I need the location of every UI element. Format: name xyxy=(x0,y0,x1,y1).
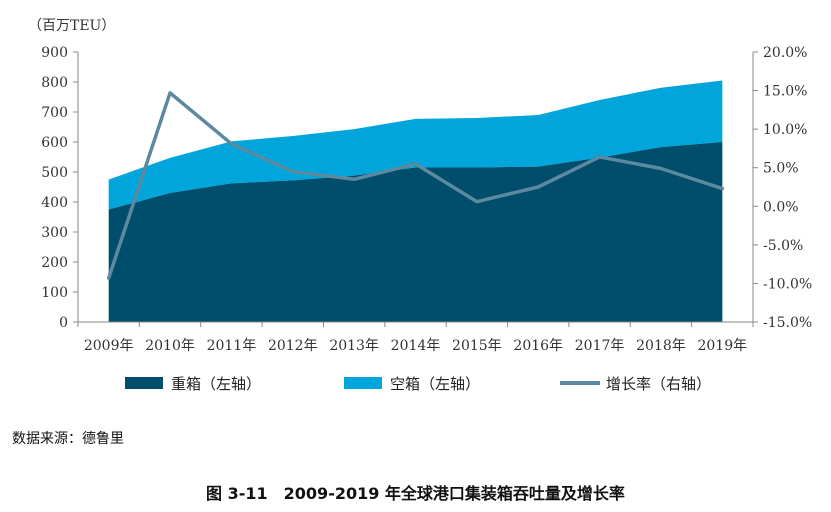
line-layer xyxy=(106,91,725,280)
area-layer xyxy=(108,80,723,322)
left-tick-label: 300 xyxy=(41,225,68,241)
right-tick-label: 5.0% xyxy=(763,161,799,177)
growth-rate-point xyxy=(107,276,111,280)
growth-rate-point xyxy=(659,166,663,170)
legend: 重箱（左轴） 空箱（左轴） 增长率（右轴） xyxy=(125,375,711,393)
right-tick-label: 0.0% xyxy=(763,199,799,215)
left-tick-label: 100 xyxy=(41,285,68,301)
growth-rate-point xyxy=(291,170,295,174)
legend-swatch-full xyxy=(125,377,163,389)
growth-rate-point xyxy=(475,200,479,204)
legend-label: 重箱（左轴） xyxy=(171,375,261,393)
growth-rate-point xyxy=(720,187,724,191)
left-tick-label: 0 xyxy=(59,315,68,331)
x-tick-label: 2015年 xyxy=(452,338,502,354)
right-tick-label: 15.0% xyxy=(763,84,807,100)
x-tick-label: 2018年 xyxy=(636,338,686,354)
left-tick-label: 800 xyxy=(41,75,68,91)
growth-rate-point xyxy=(352,177,356,181)
growth-rate-point xyxy=(229,142,233,146)
x-tick-label: 2009年 xyxy=(84,338,134,354)
growth-rate-point xyxy=(536,185,540,189)
legend-label: 增长率（右轴） xyxy=(606,375,711,393)
right-tick-label: 20.0% xyxy=(763,45,807,61)
source-note: 数据来源：德鲁里 xyxy=(12,431,124,447)
axes: 0 100 200 300 400 500 600 700 800 900 -15.0% -10.0%… xyxy=(41,45,812,354)
x-tick-label: 2019年 xyxy=(697,338,747,354)
chart: （百万TEU） 0 100 200 300 400 500 600 700 800 900 -15.… xyxy=(28,18,812,393)
growth-rate-point xyxy=(414,162,417,166)
figure-caption: 图 3-11 2009-2019 年全球港口集装箱吞吐量及增长率 xyxy=(206,484,625,503)
x-tick-label: 2013年 xyxy=(329,338,379,354)
left-tick-label: 700 xyxy=(41,105,68,121)
left-tick-label: 400 xyxy=(41,195,68,211)
growth-rate-point xyxy=(168,91,172,95)
series-area-full-containers xyxy=(108,142,723,322)
right-tick-label: 10.0% xyxy=(763,122,807,138)
right-tick-label: -5.0% xyxy=(763,238,803,254)
x-tick-label: 2016年 xyxy=(513,338,563,354)
x-tick-label: 2014年 xyxy=(391,338,441,354)
left-axis-unit-label: （百万TEU） xyxy=(28,18,115,34)
right-tick-label: -15.0% xyxy=(763,315,812,331)
right-tick-label: -10.0% xyxy=(763,276,812,292)
left-tick-label: 500 xyxy=(41,165,68,181)
legend-swatch-empty xyxy=(344,377,382,389)
x-tick-label: 2017年 xyxy=(575,338,625,354)
left-tick-label: 900 xyxy=(41,45,68,61)
growth-rate-point xyxy=(598,155,602,159)
x-tick-label: 2010年 xyxy=(145,338,195,354)
series-area-empty-containers xyxy=(108,80,723,210)
x-tick-label: 2011年 xyxy=(207,338,257,354)
left-tick-label: 600 xyxy=(41,135,68,151)
left-tick-label: 200 xyxy=(41,255,68,271)
x-tick-label: 2012年 xyxy=(268,338,318,354)
legend-label: 空箱（左轴） xyxy=(390,375,480,393)
